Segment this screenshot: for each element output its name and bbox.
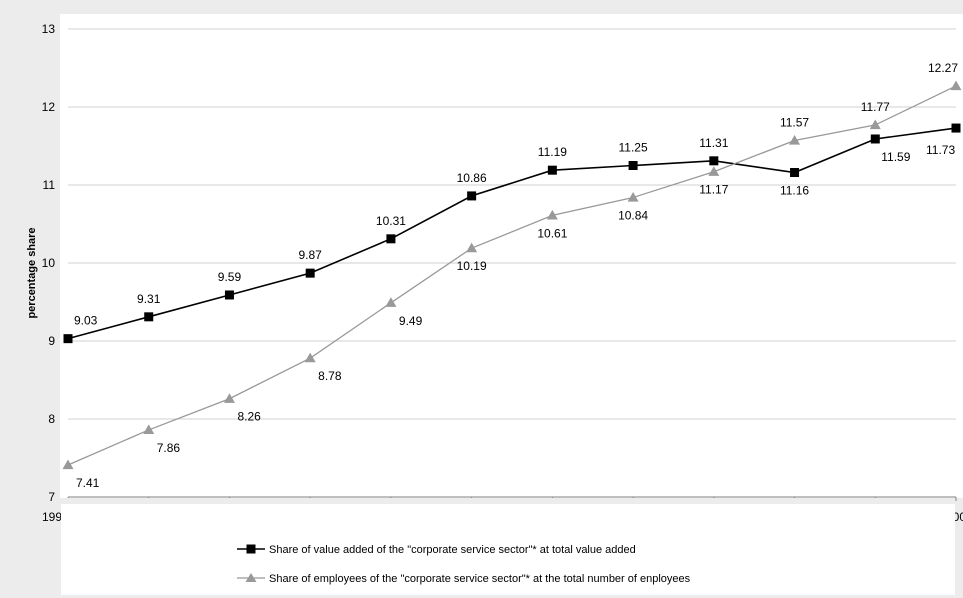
data-point <box>63 334 73 344</box>
legend: Share of value added of the "corporate s… <box>61 498 955 595</box>
data-point <box>386 234 396 244</box>
y-tick-label: 10 <box>42 256 56 270</box>
data-label: 9.49 <box>399 314 423 328</box>
data-point <box>143 424 155 435</box>
data-point <box>869 119 881 130</box>
data-point <box>789 135 801 145</box>
data-point <box>223 393 235 403</box>
data-point <box>467 191 477 201</box>
data-label: 11.73 <box>926 143 955 157</box>
legend-gap <box>61 498 955 504</box>
data-label: 11.25 <box>619 141 648 155</box>
y-tick-label: 8 <box>48 412 55 426</box>
legend-box-top <box>61 504 955 565</box>
data-label: 8.26 <box>237 410 261 424</box>
data-label: 11.77 <box>861 100 890 114</box>
data-point <box>950 80 962 91</box>
legend-label: Share of employees of the "corporate ser… <box>269 573 691 585</box>
plot-area <box>60 14 963 498</box>
y-tick-label: 13 <box>42 22 56 36</box>
data-label: 10.84 <box>618 208 648 222</box>
legend-label: Share of value added of the "corporate s… <box>269 544 636 556</box>
legend-item-1: Share of value added of the "corporate s… <box>237 544 636 556</box>
data-label: 9.31 <box>137 292 161 306</box>
data-label: 11.17 <box>699 183 728 197</box>
data-point <box>709 156 719 166</box>
data-point <box>546 209 558 220</box>
data-label: 10.31 <box>376 214 406 228</box>
data-point <box>62 459 74 470</box>
data-point <box>304 352 316 363</box>
y-axis-label: percentage share <box>26 227 38 318</box>
data-label: 11.57 <box>780 116 809 130</box>
y-tick-label: 7 <box>48 490 55 504</box>
data-point <box>547 165 557 175</box>
y-tick-label: 11 <box>43 178 56 192</box>
data-point <box>951 123 961 133</box>
data-point <box>305 268 315 278</box>
data-label: 10.19 <box>457 259 487 273</box>
series-2: 7.41 7.86 8.26 8.78 9.49 10.19 10.61 10.84 11.17… <box>62 61 962 490</box>
data-point <box>224 290 234 300</box>
series-1: 9.03 9.31 9.59 9.87 10.31 10.86 11.19 11.25 11.3… <box>63 123 961 344</box>
legend-box <box>61 565 955 595</box>
data-point <box>870 134 880 144</box>
data-point <box>466 242 478 253</box>
y-tick-label: 9 <box>48 334 55 348</box>
data-label: 11.31 <box>699 136 728 150</box>
data-label: 9.59 <box>218 270 242 284</box>
data-label: 9.03 <box>74 314 98 328</box>
data-label: 7.86 <box>157 441 181 455</box>
data-label: 11.59 <box>881 150 910 164</box>
data-point <box>627 191 639 202</box>
data-point <box>628 161 638 170</box>
legend-fill <box>61 562 955 565</box>
series-line <box>67 127 957 340</box>
data-label: 11.16 <box>780 184 809 198</box>
data-label: 12.27 <box>928 61 958 75</box>
data-point <box>708 166 720 176</box>
data-label: 10.61 <box>537 226 567 240</box>
series-line <box>67 85 957 466</box>
y-tick-label: 12 <box>42 100 56 114</box>
legend-item-2: Share of employees of the "corporate ser… <box>237 573 691 585</box>
data-label: 7.41 <box>76 476 100 490</box>
legend-swatch-marker <box>245 573 257 582</box>
legend-swatch-marker <box>246 544 256 554</box>
data-point <box>144 312 154 322</box>
data-point <box>790 168 800 178</box>
data-label: 9.87 <box>299 248 323 262</box>
data-label: 11.19 <box>538 145 567 159</box>
data-label: 10.86 <box>457 171 487 185</box>
data-label: 8.78 <box>318 369 342 383</box>
data-point <box>385 297 397 307</box>
